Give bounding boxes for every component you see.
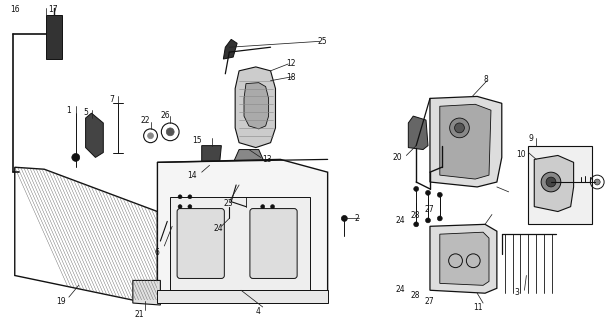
Text: 18: 18 bbox=[287, 73, 296, 82]
Circle shape bbox=[178, 205, 182, 209]
Text: 6: 6 bbox=[155, 248, 159, 257]
Circle shape bbox=[425, 218, 431, 223]
Polygon shape bbox=[440, 104, 491, 179]
Text: 7: 7 bbox=[109, 95, 114, 104]
Polygon shape bbox=[86, 113, 103, 157]
Circle shape bbox=[166, 128, 174, 136]
Text: 11: 11 bbox=[474, 303, 483, 312]
Text: 24: 24 bbox=[395, 285, 405, 294]
Circle shape bbox=[595, 179, 600, 185]
Text: 22: 22 bbox=[141, 116, 150, 125]
Text: 26: 26 bbox=[160, 111, 170, 120]
Text: 27: 27 bbox=[424, 205, 434, 214]
Circle shape bbox=[148, 133, 153, 139]
Circle shape bbox=[450, 118, 469, 138]
Text: 21: 21 bbox=[135, 310, 144, 319]
FancyBboxPatch shape bbox=[177, 209, 224, 278]
Text: 10: 10 bbox=[516, 149, 526, 158]
Text: 28: 28 bbox=[410, 291, 420, 300]
Text: 4: 4 bbox=[256, 307, 261, 316]
Circle shape bbox=[271, 205, 274, 209]
Circle shape bbox=[178, 195, 182, 199]
Polygon shape bbox=[430, 96, 502, 187]
Polygon shape bbox=[170, 197, 310, 290]
Polygon shape bbox=[244, 83, 269, 129]
Text: 1: 1 bbox=[66, 106, 71, 115]
Text: 12: 12 bbox=[287, 59, 296, 68]
Text: 20: 20 bbox=[393, 154, 402, 163]
Text: 5: 5 bbox=[84, 108, 89, 117]
Circle shape bbox=[261, 205, 265, 209]
Polygon shape bbox=[226, 214, 236, 224]
Text: 16: 16 bbox=[10, 5, 20, 14]
Polygon shape bbox=[163, 185, 184, 226]
Circle shape bbox=[546, 177, 556, 187]
Text: 13: 13 bbox=[263, 156, 273, 164]
Text: 23: 23 bbox=[224, 199, 233, 208]
Polygon shape bbox=[534, 156, 574, 212]
Polygon shape bbox=[224, 39, 237, 59]
Text: 15: 15 bbox=[192, 136, 202, 145]
Text: 2: 2 bbox=[354, 214, 359, 223]
Circle shape bbox=[541, 172, 561, 192]
Circle shape bbox=[188, 205, 192, 209]
Text: 14: 14 bbox=[187, 171, 197, 180]
Polygon shape bbox=[408, 116, 428, 149]
Polygon shape bbox=[133, 280, 160, 305]
Text: 9: 9 bbox=[529, 134, 533, 143]
Circle shape bbox=[425, 190, 431, 195]
Circle shape bbox=[188, 195, 192, 199]
Text: 25: 25 bbox=[318, 37, 327, 46]
Bar bbox=[529, 146, 592, 224]
Text: 24: 24 bbox=[395, 216, 405, 226]
Polygon shape bbox=[235, 67, 276, 148]
Text: 3: 3 bbox=[514, 288, 519, 297]
Text: 27: 27 bbox=[424, 297, 434, 306]
Circle shape bbox=[414, 222, 419, 227]
Circle shape bbox=[437, 216, 442, 221]
Circle shape bbox=[414, 187, 419, 191]
Circle shape bbox=[342, 215, 347, 221]
Bar bbox=[158, 290, 327, 303]
FancyBboxPatch shape bbox=[250, 209, 297, 278]
Text: 19: 19 bbox=[56, 297, 66, 306]
Polygon shape bbox=[231, 149, 266, 185]
Circle shape bbox=[437, 192, 442, 197]
Polygon shape bbox=[202, 146, 221, 165]
Circle shape bbox=[455, 123, 464, 133]
Text: 28: 28 bbox=[410, 211, 420, 220]
Text: 24: 24 bbox=[213, 224, 223, 233]
Polygon shape bbox=[158, 159, 327, 303]
Polygon shape bbox=[202, 162, 224, 182]
Polygon shape bbox=[46, 15, 62, 59]
Circle shape bbox=[72, 154, 79, 161]
Polygon shape bbox=[440, 232, 489, 285]
Text: 17: 17 bbox=[48, 5, 58, 14]
Text: 8: 8 bbox=[483, 75, 488, 84]
Polygon shape bbox=[430, 224, 497, 293]
